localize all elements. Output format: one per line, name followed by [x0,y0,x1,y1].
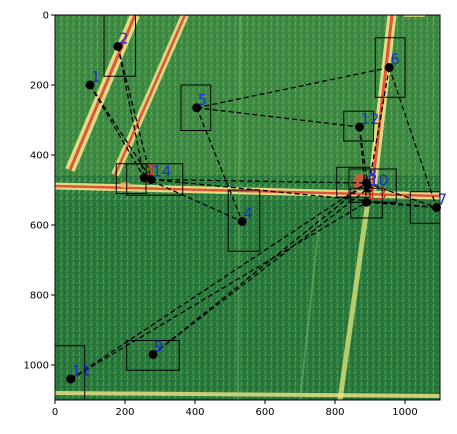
keypoint-14 [146,175,156,184]
match-line-2-14 [117,46,152,180]
keypoint-4 [237,217,247,226]
point-label-2: 2 [119,30,129,48]
match-line-1-14 [89,84,152,180]
match-line-13-7 [366,201,437,209]
match-line-5-6 [196,66,390,109]
keypoint-1 [85,80,95,90]
bbox-6 [374,37,406,98]
match-line-14-8 [151,178,367,184]
keypoint-10 [363,183,373,193]
y-tick-label: 400 [30,151,49,162]
point-label-9: 9 [154,338,164,356]
match-line-6-10 [367,67,390,189]
x-tick-label: 0 [52,407,58,418]
bbox-10 [348,168,397,203]
bbox-12 [343,110,374,142]
match-line-11-13 [70,201,367,380]
x-axis-ticks: 0 200 400 600 800 1000 [52,400,418,418]
point-label-6: 6 [390,51,400,69]
point-label-12: 12 [361,110,380,128]
keypoint-7 [432,203,441,212]
match-line-2-3 [117,46,145,178]
y-tick-label: 600 [30,221,49,232]
x-tick-label: 200 [115,407,134,418]
match-line-5-4 [196,107,243,222]
x-tick-label: 800 [325,407,344,418]
match-line-3-4 [143,177,243,223]
keypoint-11 [66,374,76,384]
keypoint-13 [362,197,371,207]
match-line-9-10 [152,187,369,356]
keypoint-9 [148,350,158,359]
match-lines [70,46,438,380]
keypoint-6 [384,63,394,72]
x-tick-label: 600 [255,407,274,418]
point-label-5: 5 [198,91,208,109]
point-label-10: 10 [369,171,388,189]
bounding-boxes [54,14,441,401]
point-label-4: 4 [243,205,253,223]
x-tick-label: 1000 [392,407,417,418]
keypoint-5 [192,103,202,113]
y-tick-label: 0 [43,11,49,22]
bbox-14 [126,163,184,196]
match-line-8-7 [366,182,437,209]
y-tick-label: 200 [30,81,49,92]
point-label-8: 8 [368,166,378,184]
y-axis-ticks: 0 200 400 600 800 1000 [24,11,55,372]
bbox-5 [180,84,212,131]
point-label-7: 7 [438,191,448,209]
match-line-11-8 [70,182,367,380]
match-line-5-12 [196,107,360,128]
keypoint-3 [139,173,149,183]
point-label-11: 11 [72,362,91,380]
bbox-9 [126,340,180,371]
match-line-9-8 [152,182,367,356]
match-line-12-10 [358,126,369,189]
keypoints [66,42,441,384]
match-line-6-7 [388,67,438,208]
y-tick-label: 800 [30,291,49,302]
y-tick-label: 1000 [24,361,49,372]
point-label-1: 1 [91,68,101,86]
keypoint-12 [355,122,364,132]
bbox-4 [227,189,261,252]
point-label-14: 14 [152,163,171,181]
match-line-1-3 [89,84,145,179]
point-label-3: 3 [145,161,155,179]
keypoint-2 [113,42,123,51]
axes-frame [54,14,441,401]
x-tick-label: 400 [185,407,204,418]
point-label-13: 13 [368,185,387,203]
